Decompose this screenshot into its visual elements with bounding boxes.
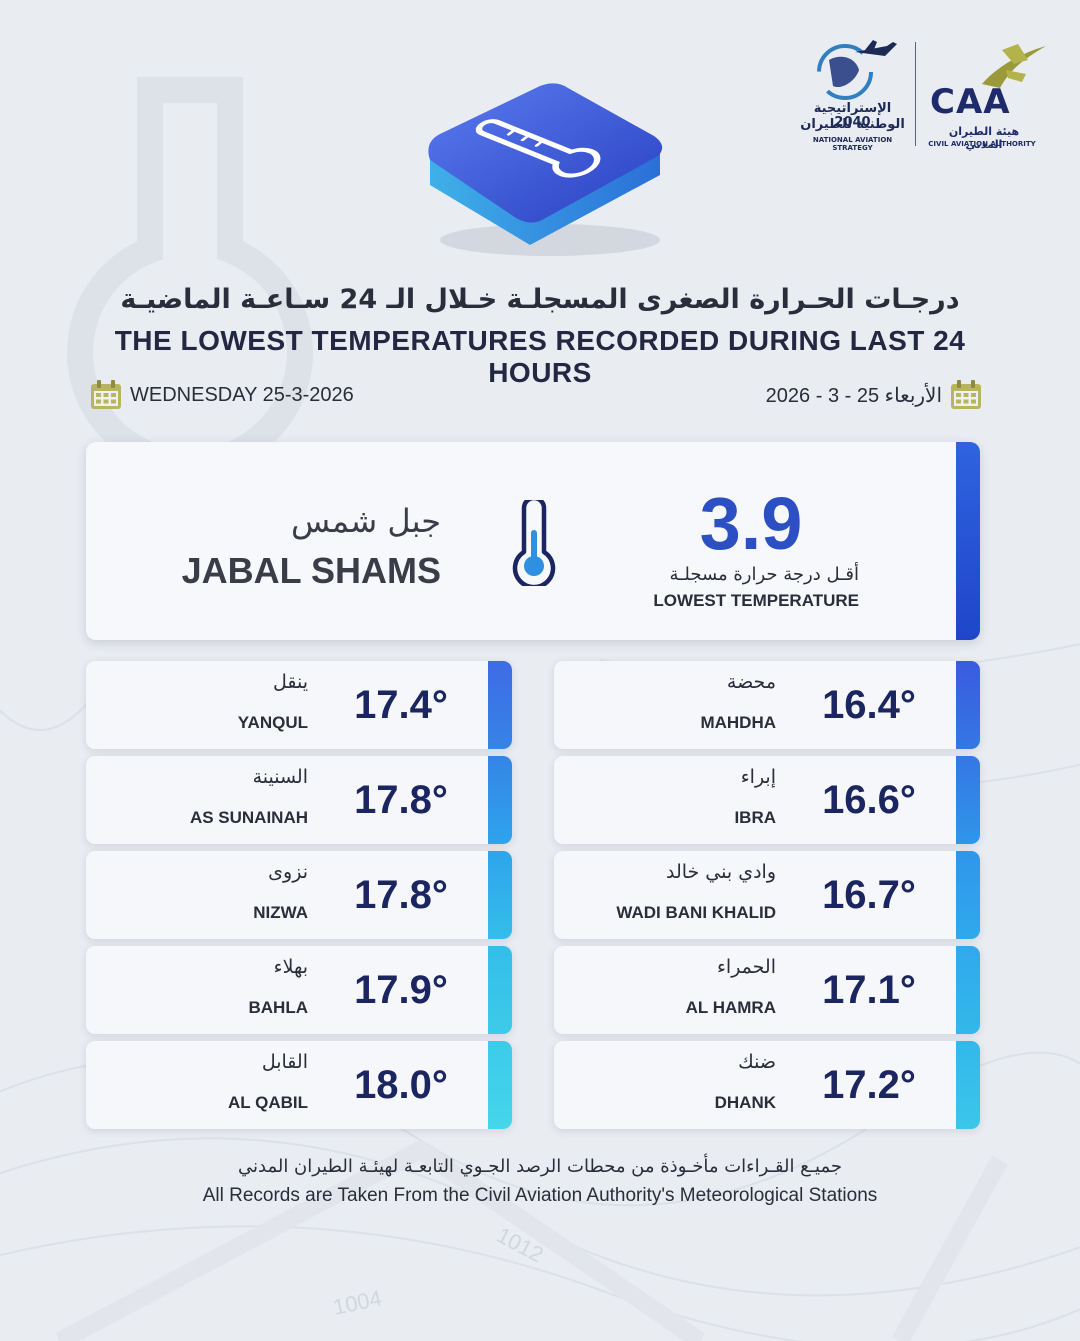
card-accent — [488, 661, 512, 749]
title-arabic: درجـات الحـرارة الصغرى المسجلـة خـلال ال… — [120, 284, 960, 315]
lowest-temperature-card: 3.9 أقـل درجة حرارة مسجلـة LOWEST TEMPER… — [86, 442, 980, 640]
station-name-arabic: إبراء — [740, 766, 776, 788]
station-card-bahla: 17.9° بهلاء BAHLA — [86, 946, 512, 1034]
station-name-arabic: نزوى — [268, 861, 308, 883]
thermometer-icon — [428, 83, 663, 256]
station-temperature: 16.7° — [822, 873, 916, 917]
caa-mark: CAA — [930, 82, 1011, 122]
date-english-text: WEDNESDAY 25-3-2026 — [130, 383, 354, 406]
card-accent — [956, 946, 980, 1034]
strategy-arabic-line2: الوطنية للطيران — [800, 117, 905, 132]
card-accent — [956, 756, 980, 844]
station-card-wadi-bani-khalid: 16.7° وادي بني خالد WADI BANI KHALID — [554, 851, 980, 939]
lowest-temperature-label-arabic: أقـل درجة حرارة مسجلـة — [669, 564, 859, 585]
station-card-yanqul: 17.4° ينقل YANQUL — [86, 661, 512, 749]
station-name-arabic: محضة — [726, 671, 776, 693]
station-name-arabic: ضنك — [738, 1051, 776, 1073]
station-name-english: AS SUNAINAH — [189, 808, 308, 827]
logo-divider — [915, 42, 916, 146]
station-card-dhank: 17.2° ضنك DHANK — [554, 1041, 980, 1129]
card-accent — [956, 851, 980, 939]
strategy-arabic-line1: الإستراتيجية 2040 — [813, 101, 892, 130]
station-name-english: YANQUL — [237, 713, 308, 732]
station-name-arabic: السنينة — [252, 766, 308, 788]
station-card-mahdha: 16.4° محضة MAHDHA — [554, 661, 980, 749]
date-arabic-text: الأربعاء 25 - 3 - 2026 — [765, 384, 942, 407]
station-name-english: AL QABIL — [228, 1093, 308, 1112]
station-name-english: NIZWA — [253, 903, 308, 922]
map-label-1004: 1004 — [331, 1285, 384, 1320]
card-accent — [488, 1041, 512, 1129]
thermometer-icon — [512, 500, 556, 586]
station-card-ibra: 16.6° إبراء IBRA — [554, 756, 980, 844]
station-temperature: 16.4° — [822, 683, 916, 727]
station-card-al-hamra: 17.1° الحمراء AL HAMRA — [554, 946, 980, 1034]
station-name-english: AL HAMRA — [685, 998, 776, 1017]
date-english: WEDNESDAY 25-3-2026 — [90, 378, 354, 412]
date-arabic: الأربعاء 25 - 3 - 2026 — [766, 378, 982, 412]
caa-plane-icon — [982, 44, 1046, 88]
station-temperature: 17.1° — [822, 968, 916, 1012]
card-accent — [956, 661, 980, 749]
card-accent — [956, 1041, 980, 1129]
caa-arabic: هيئة الطيران المدني — [948, 125, 1020, 151]
map-label-1012: 1012 — [493, 1222, 548, 1267]
featured-station-arabic: جبل شمس — [291, 502, 441, 540]
caa-english: CIVIL AVIATION AUTHORITY — [928, 140, 1036, 148]
station-temperature: 17.8° — [354, 778, 448, 822]
station-temperature: 17.9° — [354, 968, 448, 1012]
station-name-arabic: بهلاء — [273, 956, 308, 978]
station-card-al-qabil: 18.0° القابل AL QABIL — [86, 1041, 512, 1129]
station-temperature: 17.4° — [354, 683, 448, 727]
calendar-icon — [951, 380, 981, 409]
station-card-as-sunainah: 17.8° السنينة AS SUNAINAH — [86, 756, 512, 844]
card-accent — [956, 442, 980, 640]
lowest-temperature-label-english: LOWEST TEMPERATURE — [653, 591, 859, 610]
station-temperature: 18.0° — [354, 1063, 448, 1107]
station-name-arabic: ينقل — [272, 671, 308, 693]
strategy-english: NATIONAL AVIATION STRATEGY — [812, 136, 893, 152]
station-name-english: WADI BANI KHALID — [616, 903, 776, 922]
card-accent — [488, 946, 512, 1034]
lowest-temperature-value: 3.9 — [699, 482, 803, 565]
calendar-icon — [91, 380, 121, 409]
footer-note-arabic: جميـع القـراءات مأخـوذة من محطات الرصد ا… — [237, 1156, 842, 1177]
station-name-english: BAHLA — [248, 998, 309, 1017]
station-name-arabic: وادي بني خالد — [665, 861, 776, 883]
card-accent — [488, 756, 512, 844]
station-card-nizwa: 17.8° نزوى NIZWA — [86, 851, 512, 939]
card-accent — [488, 851, 512, 939]
plane-icon — [817, 40, 897, 100]
station-name-english: MAHDHA — [700, 713, 776, 732]
station-name-arabic: الحمراء — [716, 956, 776, 978]
national-aviation-strategy-logo: الإستراتيجية 2040 الوطنية للطيران NATION… — [795, 40, 910, 152]
station-name-english: IBRA — [734, 808, 776, 827]
station-temperature: 17.2° — [822, 1063, 916, 1107]
station-name-arabic: القابل — [261, 1051, 308, 1073]
featured-station-english: JABAL SHAMS — [181, 550, 441, 591]
station-temperature: 16.6° — [822, 778, 916, 822]
station-name-english: DHANK — [714, 1093, 776, 1112]
footer-note-english: All Records are Taken From the Civil Avi… — [202, 1185, 878, 1206]
station-temperature: 17.8° — [354, 873, 448, 917]
caa-logo: CAA هيئة الطيران المدني CIVIL AVIATION A… — [922, 40, 1052, 151]
title-english: THE LOWEST TEMPERATURES RECORDED DURING … — [114, 325, 966, 388]
